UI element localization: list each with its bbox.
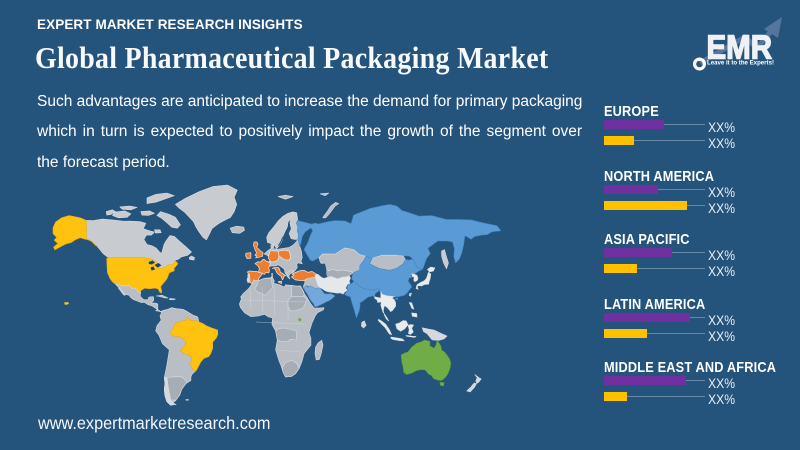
svg-text:Leave it to the Experts!: Leave it to the Experts!	[707, 60, 774, 67]
svg-text:EMR: EMR	[707, 29, 773, 67]
